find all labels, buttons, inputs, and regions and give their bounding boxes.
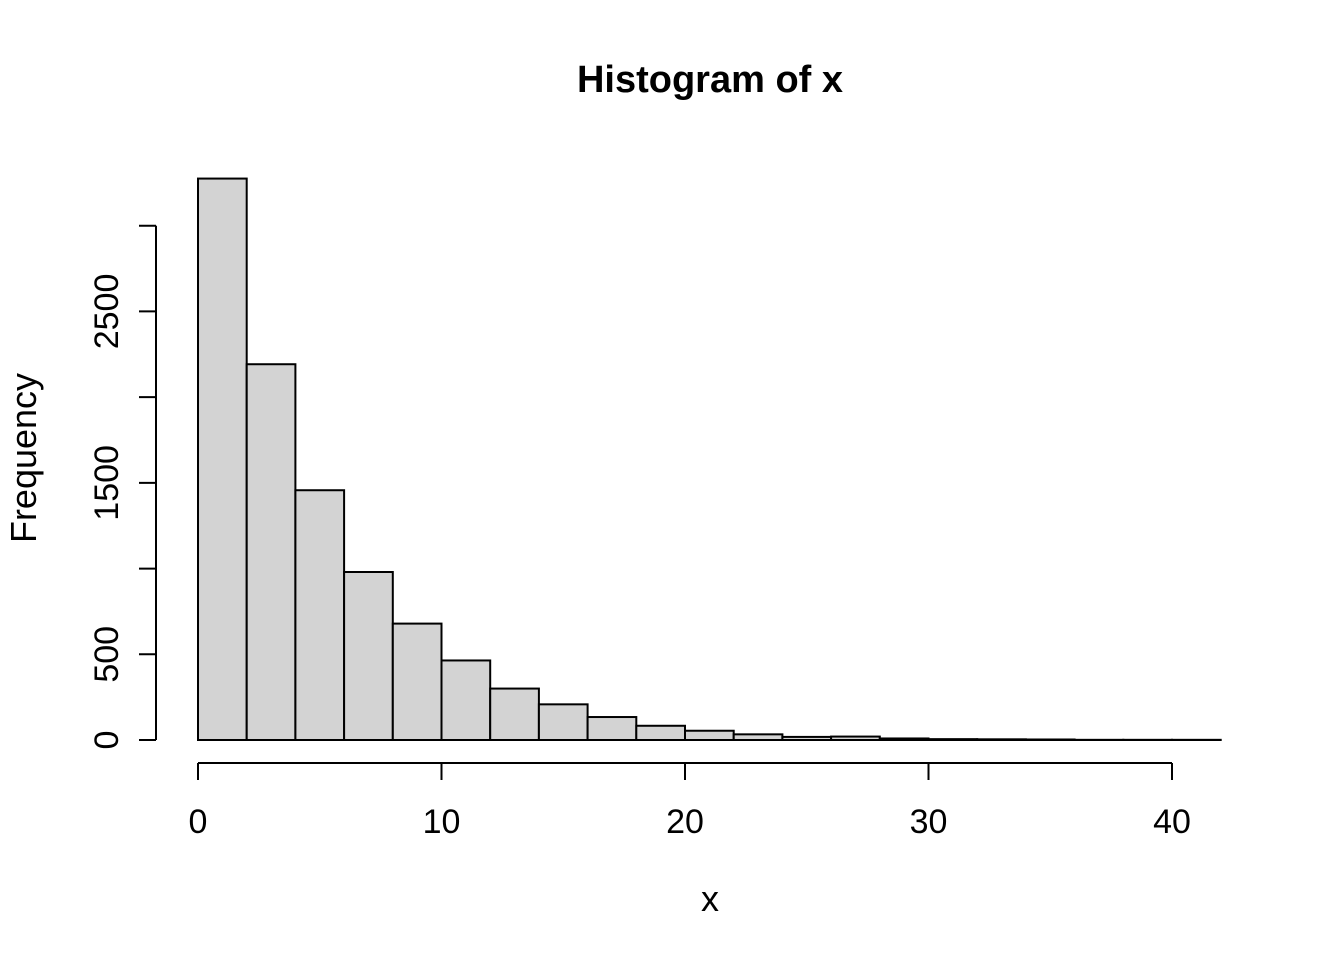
histogram-bar: [197, 177, 248, 741]
histogram-bar: [830, 735, 881, 742]
y-axis: 0 500 1500 2500: [88, 224, 157, 750]
x-tick-label: 40: [1153, 803, 1191, 841]
y-tick-label: 500: [88, 626, 126, 683]
histogram-bar: [391, 622, 443, 741]
histogram-bar: [976, 738, 1027, 741]
x-axis: 0 10 20 30 40: [189, 762, 1191, 841]
x-tick-label: 20: [666, 803, 704, 841]
histogram-bar: [781, 735, 833, 741]
histogram-bar: [294, 489, 346, 742]
histogram-bar: [732, 733, 784, 742]
y-tick-label: 0: [88, 731, 126, 750]
y-axis-label: Frequency: [3, 373, 44, 543]
histogram-bar: [245, 363, 297, 741]
histogram-bar: [489, 687, 540, 742]
y-tick-label: 1500: [88, 445, 126, 521]
histogram-bar: [440, 659, 492, 742]
histogram-bar: [1024, 738, 1076, 741]
x-tick-label: 0: [189, 803, 208, 841]
histogram-bar: [878, 737, 930, 742]
histogram-bar: [343, 571, 394, 741]
histogram-bar: [586, 716, 638, 742]
histogram-bar: [927, 738, 979, 742]
x-tick-label: 30: [910, 803, 948, 841]
x-tick-label: 10: [423, 803, 461, 841]
histogram-bar: [537, 703, 589, 742]
histogram-bar: [684, 729, 735, 741]
histogram-bar: [635, 724, 686, 742]
y-tick-label: 2500: [88, 274, 126, 350]
x-axis-label: x: [701, 878, 719, 919]
chart-title: Histogram of x: [577, 59, 843, 101]
bars-layer: [197, 177, 1222, 742]
